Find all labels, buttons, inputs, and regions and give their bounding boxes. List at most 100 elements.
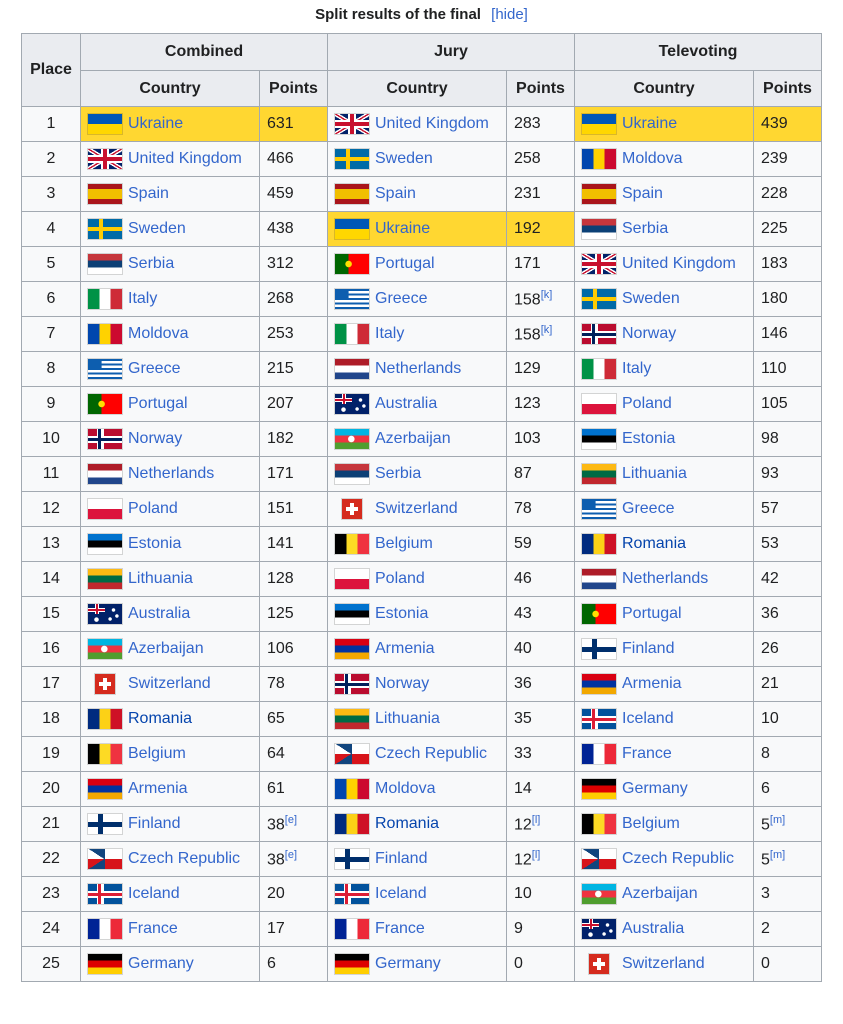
- country-link[interactable]: Romania: [375, 815, 440, 832]
- table-row: 11 Netherlands 171 Serbia 87 Lithuania 93: [21, 456, 822, 492]
- country-link[interactable]: Azerbaijan: [375, 430, 451, 447]
- jury-country-cell: Norway: [327, 666, 507, 702]
- country-link[interactable]: France: [375, 920, 425, 937]
- country-link[interactable]: Armenia: [622, 675, 682, 692]
- combined-points-cell: 182: [259, 421, 328, 457]
- footnote-link[interactable]: [l]: [531, 813, 541, 826]
- country-link[interactable]: Estonia: [128, 535, 182, 552]
- country-link[interactable]: Estonia: [375, 605, 429, 622]
- country-link[interactable]: Portugal: [128, 395, 188, 412]
- country-link[interactable]: Norway: [622, 325, 677, 342]
- country-link[interactable]: Ukraine: [375, 220, 431, 237]
- jury-country-cell: Greece: [327, 281, 507, 317]
- country-link[interactable]: Armenia: [128, 780, 188, 797]
- country-link[interactable]: Poland: [128, 500, 178, 517]
- televoting-points-cell: 5[m]: [753, 841, 822, 877]
- footnote-link[interactable]: [k]: [540, 288, 553, 301]
- country-link[interactable]: Estonia: [622, 430, 676, 447]
- hide-link[interactable]: [hide]: [491, 6, 528, 23]
- footnote-link[interactable]: [e]: [284, 813, 298, 826]
- country-link[interactable]: Serbia: [128, 255, 175, 272]
- country-link[interactable]: Poland: [375, 570, 425, 587]
- country-link[interactable]: Ukraine: [622, 115, 678, 132]
- country-link[interactable]: Iceland: [622, 710, 674, 727]
- country-link[interactable]: Sweden: [375, 150, 433, 167]
- jury-points-cell: 231: [506, 176, 575, 212]
- country-link[interactable]: Sweden: [128, 220, 186, 237]
- country-link[interactable]: Portugal: [375, 255, 435, 272]
- footnote-link[interactable]: [k]: [540, 323, 553, 336]
- country-link[interactable]: Moldova: [622, 150, 683, 167]
- country-link[interactable]: Italy: [375, 325, 405, 342]
- footnote-link[interactable]: [l]: [531, 848, 541, 861]
- country-link[interactable]: Lithuania: [128, 570, 193, 587]
- country-link[interactable]: Germany: [128, 955, 194, 972]
- country-link[interactable]: Lithuania: [622, 465, 687, 482]
- country-link[interactable]: Greece: [375, 290, 428, 307]
- country-link[interactable]: Switzerland: [622, 955, 705, 972]
- footnote-link[interactable]: [m]: [769, 848, 786, 861]
- country-link[interactable]: Belgium: [128, 745, 186, 762]
- country-link[interactable]: Moldova: [375, 780, 436, 797]
- country-link[interactable]: Belgium: [622, 815, 680, 832]
- country-link[interactable]: Spain: [375, 185, 416, 202]
- country-link[interactable]: Czech Republic: [375, 745, 488, 762]
- country-link[interactable]: Czech Republic: [622, 850, 735, 867]
- combined-points-cell: 128: [259, 561, 328, 597]
- country-link[interactable]: Greece: [622, 500, 675, 517]
- flag-lithuania-icon: [88, 569, 122, 589]
- country-link[interactable]: Australia: [375, 395, 438, 412]
- country-link[interactable]: Switzerland: [128, 675, 211, 692]
- country-link[interactable]: Czech Republic: [128, 850, 241, 867]
- country-link[interactable]: Serbia: [622, 220, 669, 237]
- country-link[interactable]: Armenia: [375, 640, 435, 657]
- country-link[interactable]: Italy: [622, 360, 652, 377]
- country-link[interactable]: Portugal: [622, 605, 682, 622]
- country-link[interactable]: United Kingdom: [128, 150, 242, 167]
- country-link[interactable]: Spain: [622, 185, 663, 202]
- country-link[interactable]: Italy: [128, 290, 158, 307]
- country-link[interactable]: Norway: [128, 430, 183, 447]
- country-link[interactable]: Romania: [128, 710, 193, 727]
- country-link[interactable]: Sweden: [622, 290, 680, 307]
- country-link[interactable]: Lithuania: [375, 710, 440, 727]
- country-link[interactable]: Norway: [375, 675, 430, 692]
- country-link[interactable]: Greece: [128, 360, 181, 377]
- flag-poland-icon: [335, 569, 369, 589]
- country-link[interactable]: Serbia: [375, 465, 422, 482]
- country-link[interactable]: Finland: [128, 815, 181, 832]
- footnote-link[interactable]: [m]: [769, 813, 786, 826]
- flag-belgium-icon: [335, 534, 369, 554]
- country-link[interactable]: Belgium: [375, 535, 433, 552]
- country-link[interactable]: Iceland: [375, 885, 427, 902]
- country-link[interactable]: Germany: [375, 955, 441, 972]
- country-link[interactable]: France: [622, 745, 672, 762]
- country-link[interactable]: Netherlands: [375, 360, 462, 377]
- country-link[interactable]: Germany: [622, 780, 688, 797]
- country-link[interactable]: United Kingdom: [375, 115, 489, 132]
- country-link[interactable]: Moldova: [128, 325, 189, 342]
- country-link[interactable]: Ukraine: [128, 115, 184, 132]
- country-link[interactable]: Australia: [128, 605, 191, 622]
- jury-points-cell: 158[k]: [506, 316, 575, 352]
- country-link[interactable]: Romania: [622, 535, 687, 552]
- country-link[interactable]: Iceland: [128, 885, 180, 902]
- country-link[interactable]: France: [128, 920, 178, 937]
- flag-czech-republic-icon: [88, 849, 122, 869]
- country-link[interactable]: Poland: [622, 395, 672, 412]
- televoting-country-cell: Romania: [574, 526, 754, 562]
- country-link[interactable]: Netherlands: [622, 570, 709, 587]
- country-link[interactable]: Azerbaijan: [622, 885, 698, 902]
- country-link[interactable]: Spain: [128, 185, 169, 202]
- country-link[interactable]: Switzerland: [375, 500, 458, 517]
- country-link[interactable]: Azerbaijan: [128, 640, 204, 657]
- flag-germany-icon: [582, 779, 616, 799]
- country-link[interactable]: Finland: [622, 640, 675, 657]
- country-link[interactable]: Netherlands: [128, 465, 215, 482]
- country-link[interactable]: Finland: [375, 850, 428, 867]
- country-link[interactable]: Australia: [622, 920, 685, 937]
- televoting-country-cell: Lithuania: [574, 456, 754, 492]
- footnote-link[interactable]: [e]: [284, 848, 298, 861]
- televoting-country-cell: Moldova: [574, 141, 754, 177]
- country-link[interactable]: United Kingdom: [622, 255, 736, 272]
